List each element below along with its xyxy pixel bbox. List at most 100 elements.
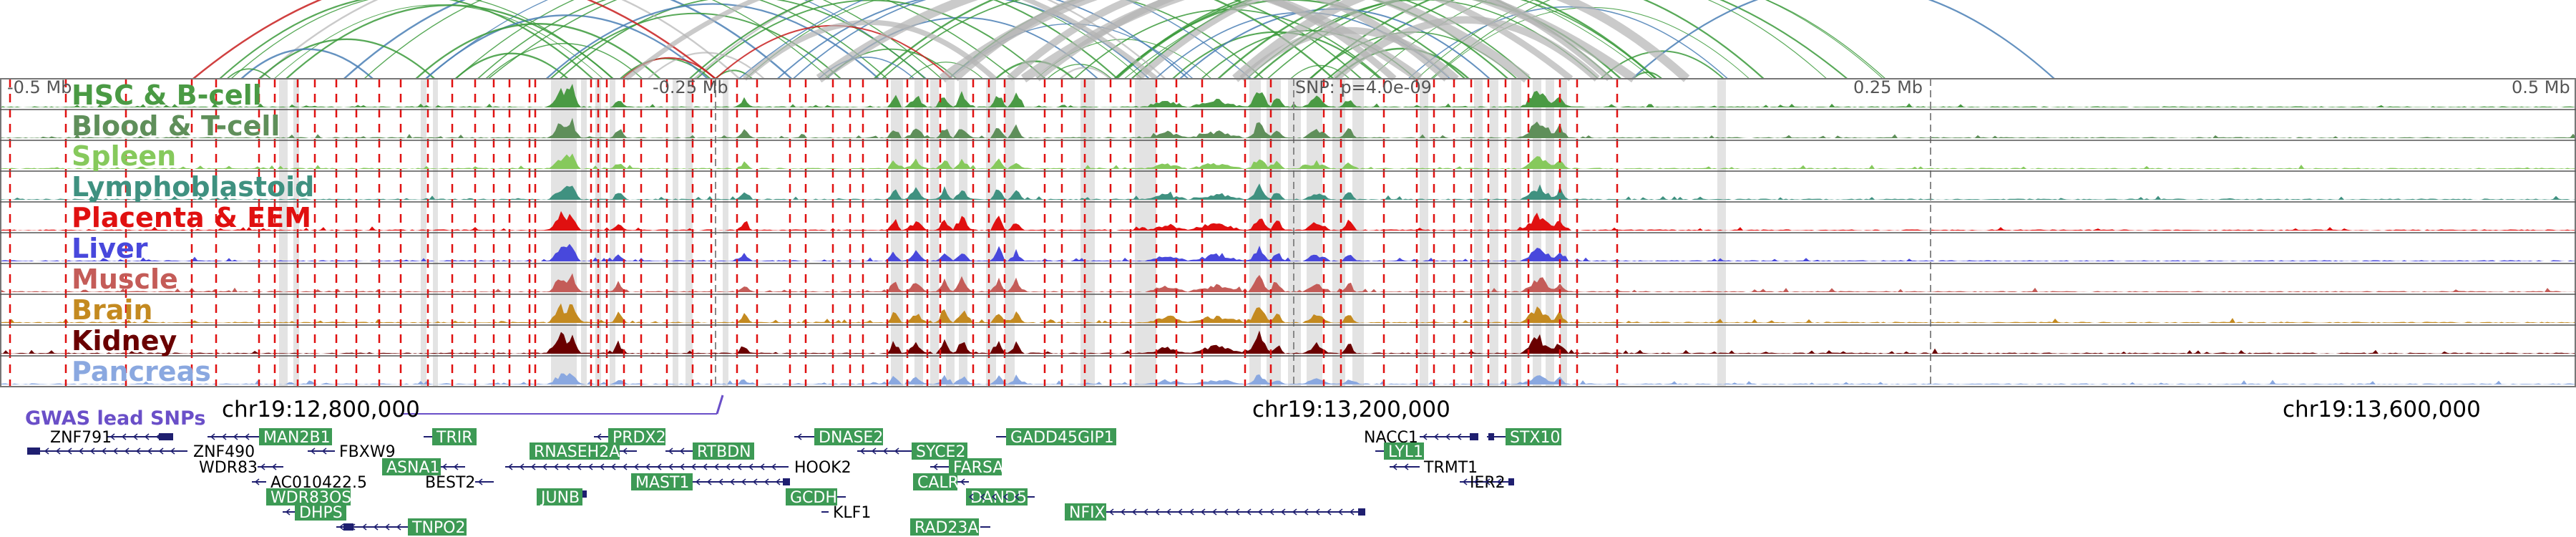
gene-znf791[interactable]: ZNF791 (46, 428, 173, 447)
interaction-arc (415, 23, 661, 79)
gene-dnase2[interactable]: DNASE2 (794, 428, 883, 447)
strand-chevron (1120, 508, 1126, 516)
gene-calr[interactable]: CALR (913, 473, 969, 492)
strand-chevron (1496, 478, 1502, 485)
gene-syce2[interactable]: SYCE2 (857, 442, 967, 461)
gene-best2[interactable]: BEST2 (421, 473, 494, 492)
coordinate-label: chr19:13,200,000 (1252, 397, 1450, 422)
strand-chevron (519, 463, 525, 470)
strand-chevron (729, 478, 735, 485)
gwas-snp-marker (716, 395, 724, 415)
strand-chevron (771, 463, 776, 470)
gene-tnpo2[interactable]: TNPO2 (336, 518, 467, 537)
strand-chevron (1392, 463, 1397, 470)
gene-trir[interactable]: TRIR (424, 428, 477, 447)
strand-chevron (260, 463, 265, 470)
gene-asna1[interactable]: ASNA1 (382, 458, 465, 477)
strand-chevron (1280, 508, 1286, 516)
coordinate-label: chr19:13,600,000 (2283, 397, 2481, 422)
strand-chevron (1177, 508, 1183, 516)
gene-nfix[interactable]: NFIX (1065, 503, 1365, 522)
gene-label: WDR83 (199, 459, 258, 477)
strand-chevron (991, 493, 997, 500)
interaction-arc (1059, 67, 1111, 79)
gene-man2b1[interactable]: MAN2B1 (208, 428, 332, 447)
gene-dand5[interactable]: DAND5 (966, 488, 1035, 507)
gene-label: HOOK2 (794, 459, 852, 477)
gene-label: DNASE2 (819, 429, 883, 447)
gene-hook2[interactable]: HOOK2 (505, 458, 853, 477)
gwas-label: GWAS lead SNPs (25, 407, 205, 430)
strand-chevron (170, 448, 175, 455)
coordinate-label: chr19:12,800,000 (222, 397, 420, 422)
strand-chevron (338, 523, 344, 531)
gene-znf490[interactable]: ZNF490 (27, 442, 260, 461)
strand-chevron (67, 448, 72, 455)
track-label-hsc-b-cell: HSC & B-cell (72, 79, 262, 111)
strand-chevron (350, 523, 356, 531)
strand-chevron (1485, 478, 1491, 485)
interaction-arc (1327, 0, 1848, 79)
interaction-arc (192, 0, 716, 79)
gene-label: LYL1 (1388, 443, 1423, 461)
gene-prdx2[interactable]: PRDX2 (594, 428, 666, 447)
interaction-arc (688, 0, 1118, 79)
strand-chevron (310, 448, 316, 455)
gene-label: BEST2 (425, 474, 475, 492)
strand-chevron (796, 433, 802, 440)
strand-chevron (147, 448, 152, 455)
strand-chevron (477, 478, 483, 485)
gene-gcdh[interactable]: GCDH (786, 488, 846, 507)
gene-label: MAN2B1 (263, 429, 331, 447)
strand-chevron (109, 433, 115, 440)
signal-tracks (0, 84, 2576, 384)
gene-ier2[interactable]: IER2 (1460, 473, 1514, 492)
gene-stx10[interactable]: STX10 (1487, 428, 1561, 447)
track-label-placenta-eem: Placenta & EEM (72, 202, 311, 233)
gene-rnaseh2a[interactable]: RNASEH2A (530, 442, 637, 461)
strand-chevron (741, 478, 746, 485)
gwas-lead-snps: GWAS lead SNPs (25, 395, 724, 430)
strand-chevron (361, 523, 367, 531)
gene-label: FBXW9 (339, 443, 396, 461)
strand-chevron (718, 478, 723, 485)
strand-chevron (78, 448, 84, 455)
interaction-arc (624, 0, 1158, 81)
strand-chevron (44, 448, 49, 455)
genomic-coordinates: chr19:12,800,000 chr19:13,200,000 chr19:… (222, 397, 2481, 422)
gene-gadd45gip1[interactable]: GADD45GIP1 (996, 428, 1116, 447)
strand-chevron (622, 448, 628, 455)
interaction-arc (1047, 64, 1112, 79)
interaction-arc (240, 48, 374, 79)
gene-rad23a[interactable]: RAD23A (910, 518, 990, 537)
interaction-arc (550, 12, 841, 79)
strand-chevron (1473, 478, 1479, 485)
strand-chevron (695, 478, 701, 485)
gene-junb[interactable]: JUNB (537, 488, 587, 507)
gene-wdr83[interactable]: WDR83 (195, 458, 283, 477)
gene-label: CALR (917, 474, 959, 492)
strand-chevron (373, 523, 379, 531)
strand-chevron (932, 463, 938, 470)
strand-chevron (968, 493, 974, 500)
distance-axis: -0.5 Mb -0.25 Mb SNP: p=4.0e-09 0.25 Mb … (7, 77, 2570, 97)
gene-label: STX10 (1510, 429, 1560, 447)
strand-chevron (1166, 508, 1171, 516)
gene-klf1[interactable]: KLF1 (821, 503, 872, 522)
interaction-arc (454, 52, 569, 79)
strand-chevron (210, 433, 215, 440)
interaction-arc (1232, 0, 1690, 82)
gene-farsa[interactable]: FARSA (930, 458, 1003, 477)
gene-rtbdn[interactable]: RTBDN (665, 442, 754, 461)
interaction-arc (487, 0, 1015, 79)
interaction-arc (1369, 0, 1828, 79)
strand-chevron (725, 463, 731, 470)
gene-lyl1[interactable]: LYL1 (1375, 442, 1424, 461)
gene-trmt1[interactable]: TRMT1 (1390, 458, 1481, 477)
gene-dhps[interactable]: DHPS (283, 503, 346, 522)
gene-annotation-track: ZNF791 ZNF490 MAN2B1 FBXW9 WDR83 AC01042… (27, 428, 1561, 537)
gene-mast1[interactable]: MAST1 (631, 473, 790, 492)
strand-chevron (158, 448, 164, 455)
gene-fbxw9[interactable]: FBXW9 (308, 442, 399, 461)
track-label-brain: Brain (72, 294, 152, 326)
